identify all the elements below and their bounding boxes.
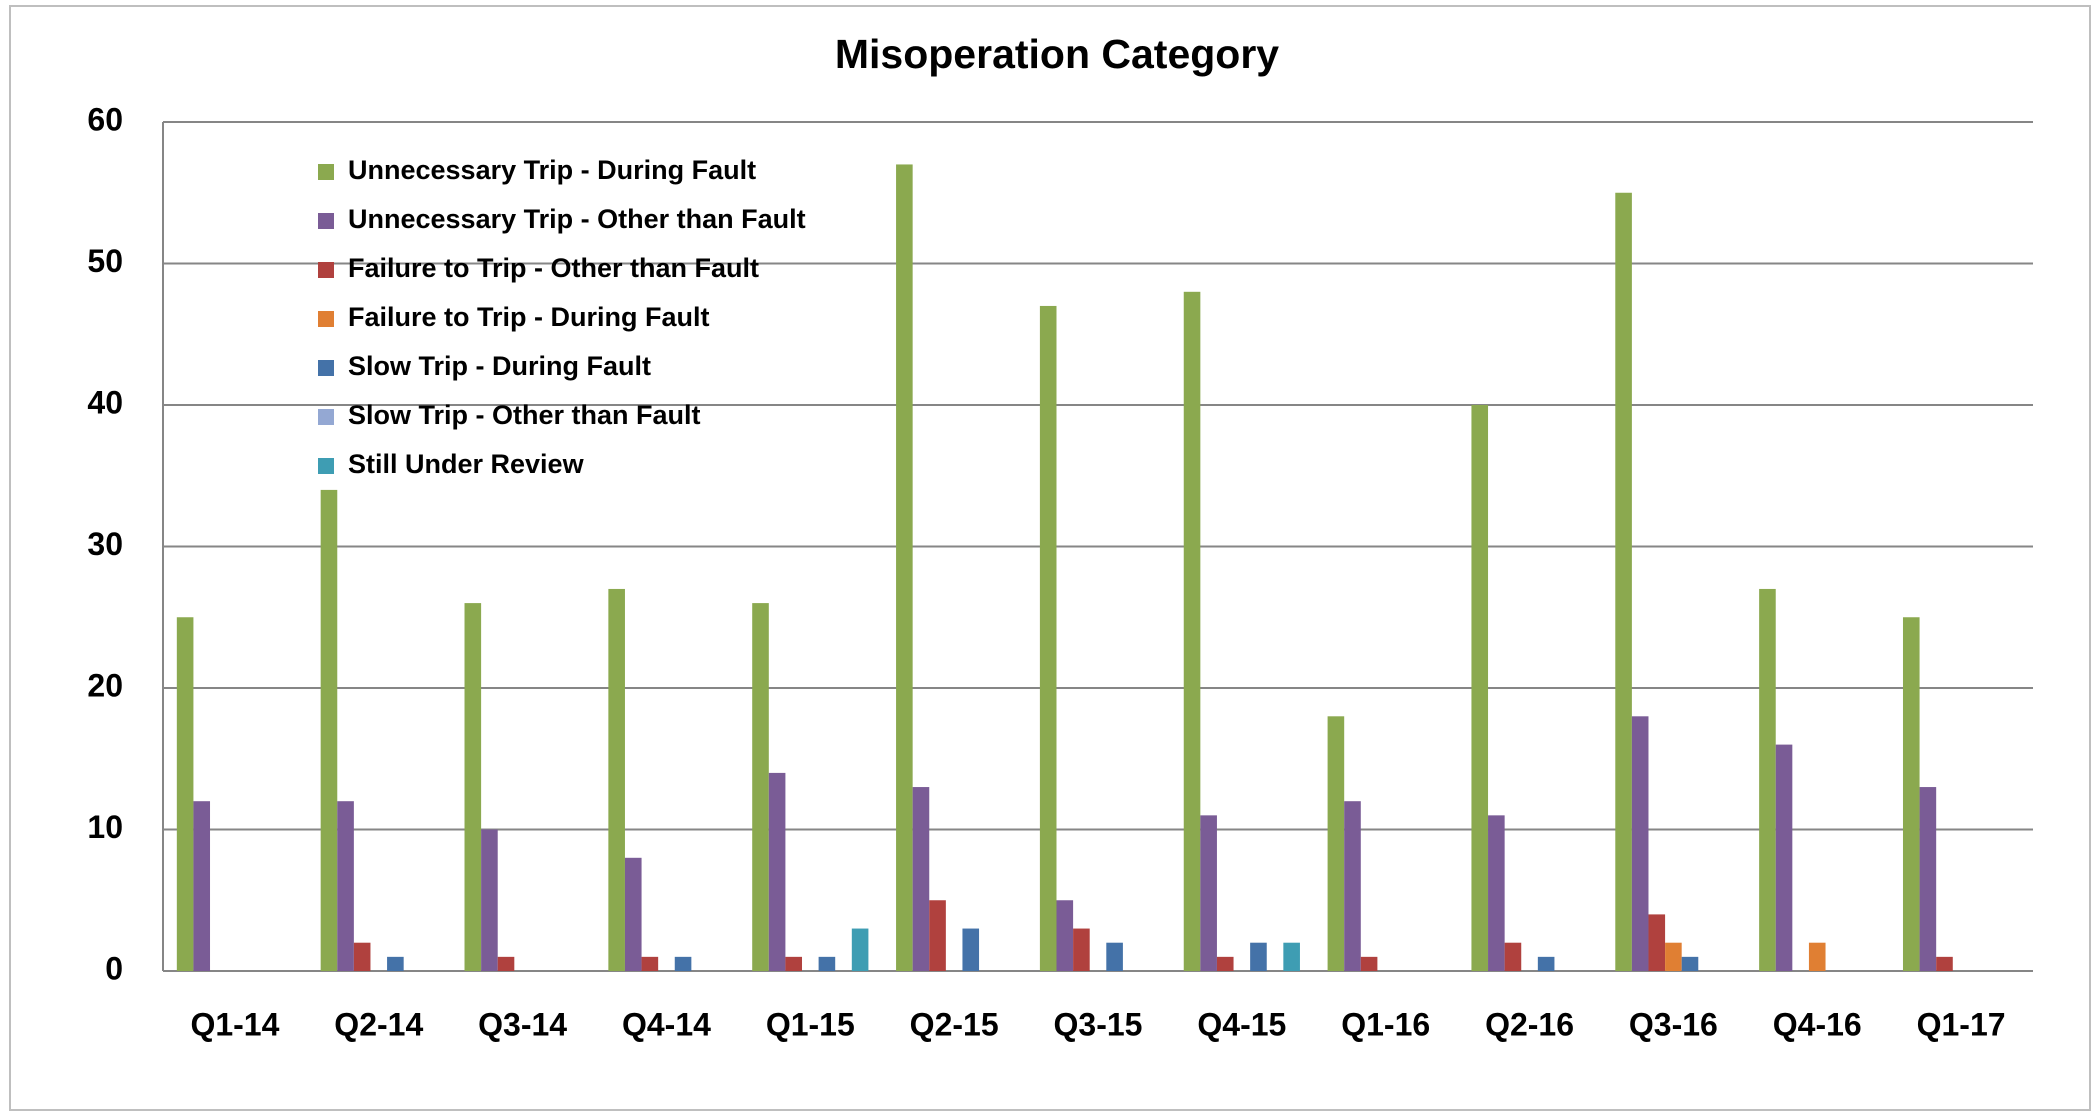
x-tick-label: Q3-15 xyxy=(1054,1006,1143,1042)
x-tick-label: Q3-14 xyxy=(478,1006,567,1042)
x-tick-label: Q1-16 xyxy=(1341,1006,1430,1042)
legend-label: Failure to Trip - Other than Fault xyxy=(348,253,759,283)
bar xyxy=(1665,942,1682,971)
bar xyxy=(1681,956,1699,971)
bar xyxy=(768,772,786,971)
legend-swatch xyxy=(318,311,334,327)
bar xyxy=(785,956,803,971)
bar xyxy=(1250,942,1267,971)
bar xyxy=(851,928,869,971)
bar xyxy=(1648,914,1666,971)
bar xyxy=(1919,787,1937,971)
bar xyxy=(464,603,482,971)
bar xyxy=(320,489,338,971)
bar xyxy=(1759,588,1776,971)
y-tick-label: 30 xyxy=(87,526,123,562)
legend-swatch xyxy=(318,458,334,474)
y-tick-label: 40 xyxy=(87,384,123,420)
bar xyxy=(1344,801,1361,971)
y-tick-label: 10 xyxy=(87,809,123,845)
x-tick-label: Q2-15 xyxy=(910,1006,999,1042)
bar xyxy=(1200,815,1217,971)
bar xyxy=(1488,815,1505,971)
bar xyxy=(818,956,836,971)
x-tick-label: Q4-14 xyxy=(622,1006,711,1042)
bar xyxy=(481,829,498,971)
bar xyxy=(1504,942,1522,971)
bar xyxy=(1936,956,1953,971)
bar xyxy=(608,588,625,971)
x-tick-label: Q4-16 xyxy=(1773,1006,1862,1042)
bar xyxy=(1039,305,1057,971)
bar xyxy=(896,164,913,971)
legend-label: Unnecessary Trip - Other than Fault xyxy=(348,204,806,234)
bar xyxy=(193,801,211,971)
bar xyxy=(497,956,515,971)
x-tick-label: Q1-15 xyxy=(766,1006,855,1042)
bar xyxy=(337,801,354,971)
bar xyxy=(387,956,404,971)
legend-label: Still Under Review xyxy=(348,449,585,479)
bar xyxy=(1283,942,1300,971)
x-tick-label: Q1-14 xyxy=(190,1006,279,1042)
bar xyxy=(624,857,642,971)
x-tick-label: Q4-15 xyxy=(1197,1006,1286,1042)
bar xyxy=(1360,956,1378,971)
x-tick-label: Q2-16 xyxy=(1485,1006,1574,1042)
bar xyxy=(1216,956,1234,971)
legend-label: Slow Trip - Other than Fault xyxy=(348,400,701,430)
bar xyxy=(176,617,194,971)
bar xyxy=(353,942,371,971)
y-tick-label: 20 xyxy=(87,667,123,703)
x-tick-label: Q3-16 xyxy=(1629,1006,1718,1042)
bar xyxy=(752,603,769,971)
bar xyxy=(1183,291,1201,971)
legend-label: Unnecessary Trip - During Fault xyxy=(348,155,756,185)
y-tick-label: 60 xyxy=(87,101,123,137)
bar xyxy=(1056,900,1074,971)
bar xyxy=(1106,942,1123,971)
legend-swatch xyxy=(318,213,334,229)
bar xyxy=(1631,716,1649,971)
bar xyxy=(962,928,980,971)
legend-label: Slow Trip - During Fault xyxy=(348,351,651,381)
legend-swatch xyxy=(318,164,334,180)
legend-label: Failure to Trip - During Fault xyxy=(348,302,710,332)
legend-swatch xyxy=(318,409,334,425)
x-tick-label: Q1-17 xyxy=(1917,1006,2006,1042)
bar xyxy=(1537,956,1555,971)
x-tick-label: Q2-14 xyxy=(334,1006,423,1042)
bar xyxy=(1808,942,1826,971)
bar xyxy=(641,956,659,971)
bar xyxy=(674,956,692,971)
bar xyxy=(929,900,946,971)
bar xyxy=(1615,192,1632,971)
y-tick-label: 0 xyxy=(105,950,123,986)
bar xyxy=(1327,716,1345,971)
y-tick-label: 50 xyxy=(87,243,123,279)
bar xyxy=(1775,744,1793,971)
bar xyxy=(1471,405,1489,971)
legend-swatch xyxy=(318,360,334,376)
chart-title: Misoperation Category xyxy=(835,31,1279,77)
bar xyxy=(1073,928,1090,971)
bar xyxy=(912,787,930,971)
bar xyxy=(1902,617,1920,971)
legend-swatch xyxy=(318,262,334,278)
